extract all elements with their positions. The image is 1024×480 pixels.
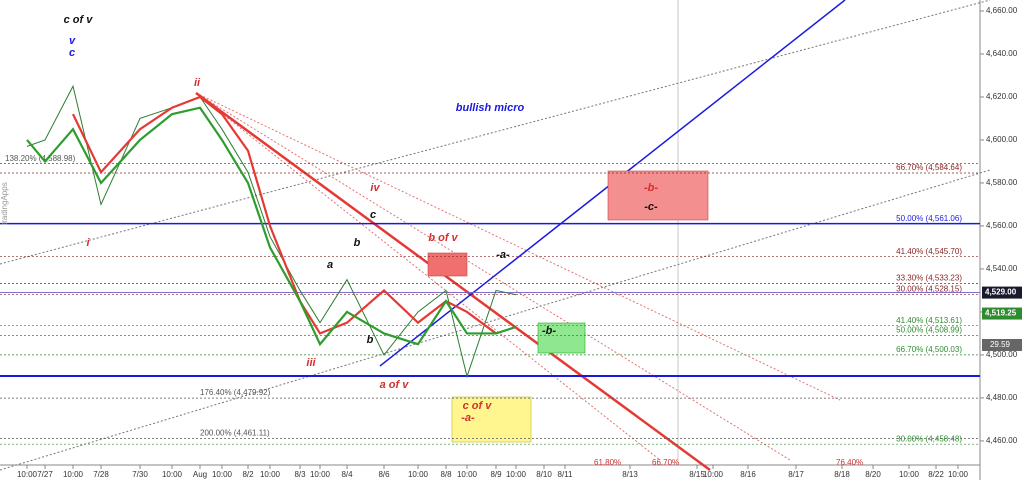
level-label: 41.40% (4,545.70) — [896, 247, 962, 256]
level-label: 66.70% (4,500.03) — [896, 345, 962, 354]
x-tick-label: 10:00 — [162, 470, 183, 479]
x-tick-label: 10:00 — [310, 470, 331, 479]
y-tick-label: 4,540.00 — [986, 264, 1018, 273]
x-tick-label: 8/17 — [788, 470, 804, 479]
x-tick-label: 10:00 — [457, 470, 478, 479]
annotation: b — [354, 237, 361, 249]
y-tick-label: 4,660.00 — [986, 6, 1018, 15]
level-label: 30.00% (4,458.48) — [896, 434, 962, 443]
level-label: 50.00% (4,561.06) — [896, 214, 962, 223]
annotation: c of v — [463, 400, 493, 412]
price-tag-label: 4,519.25 — [985, 309, 1017, 318]
annotation: -b- — [542, 325, 556, 337]
x-tick-label: 8/18 — [834, 470, 850, 479]
x-tick-label: 10:00 — [17, 470, 38, 479]
annotation: -b- — [644, 182, 658, 194]
annotation: -c- — [644, 201, 658, 213]
x-tick-label: 10:00 — [703, 470, 724, 479]
level-label: 66.70% (4,584.64) — [896, 163, 962, 172]
x-tick-label: 8/16 — [740, 470, 756, 479]
x-tick-label: 7/30 — [132, 470, 148, 479]
price-tag-label: 4,529.00 — [985, 288, 1017, 297]
annotation: c — [69, 47, 75, 59]
level-label: 200.00% (4,461.11) — [200, 429, 270, 438]
x-tick-label: 8/20 — [865, 470, 881, 479]
x-tick-label: 8/3 — [294, 470, 306, 479]
x-tick-label: 8/8 — [440, 470, 452, 479]
annotation: -a- — [461, 412, 475, 424]
x-tick-label: 10:00 — [63, 470, 84, 479]
x-tick-label: 7/28 — [93, 470, 109, 479]
x-tick-label: 10:00 — [408, 470, 429, 479]
x-tick-label: 10:00 — [948, 470, 969, 479]
level-label: 41.40% (4,513.61) — [896, 316, 962, 325]
annotation: v — [69, 35, 76, 47]
chart-title: bullish micro — [456, 102, 525, 114]
x-tick-label: 8/13 — [622, 470, 638, 479]
annotation: i — [86, 237, 90, 249]
annotation: iii — [306, 357, 316, 369]
series-line — [26, 106, 517, 347]
price-tag — [982, 286, 1022, 299]
y-tick-label: 4,560.00 — [986, 221, 1018, 230]
x-tick-label: 8/11 — [558, 470, 574, 479]
annotation: c of v — [64, 14, 94, 26]
y-tick-label: 4,460.00 — [986, 436, 1018, 445]
y-tick-label: 4,600.00 — [986, 135, 1018, 144]
x-tick-label: 10:00 — [899, 470, 920, 479]
x-tick-label: 7/27 — [37, 470, 53, 479]
x-tick-label: Aug — [193, 470, 207, 479]
x-tick-label: 8/9 — [490, 470, 502, 479]
level-label: 176.40% (4,479.92) — [200, 388, 271, 397]
x-tick-label: 8/15 — [689, 470, 705, 479]
annotation: 66.70% — [652, 458, 679, 467]
y-tick-label: 4,580.00 — [986, 178, 1018, 187]
annotation: a — [327, 259, 333, 271]
x-tick-label: 10:00 — [212, 470, 233, 479]
annotation: b — [367, 334, 374, 346]
y-tick-label: 4,500.00 — [986, 350, 1018, 359]
y-tick-label: 4,640.00 — [986, 49, 1018, 58]
x-tick-label: 8/22 — [928, 470, 944, 479]
annotation: b of v — [428, 232, 458, 244]
series-line — [26, 84, 517, 379]
annotation: 76.40% — [836, 458, 863, 467]
annotation: iv — [370, 182, 380, 194]
annotation: 61.80% — [594, 458, 621, 467]
x-tick-label: 8/10 — [536, 470, 552, 479]
y-tick-label: 4,620.00 — [986, 92, 1018, 101]
x-tick-label: 8/4 — [341, 470, 353, 479]
series-line — [72, 95, 497, 335]
annotation: ii — [194, 77, 201, 89]
level-label: 138.20% (4,588.98) — [5, 154, 76, 163]
x-tick-label: 8/6 — [378, 470, 390, 479]
annotation: tradingApps — [0, 182, 9, 225]
annotation: a of v — [380, 379, 410, 391]
price-tag — [982, 307, 1022, 320]
annotation: 29.59 — [990, 340, 1011, 349]
x-tick-label: 10:00 — [260, 470, 281, 479]
level-label: 33.30% (4,533.23) — [896, 274, 962, 283]
x-tick-label: 8/2 — [242, 470, 254, 479]
annotation: c — [370, 209, 376, 221]
level-label: 30.00% (4,528.15) — [896, 285, 962, 294]
level-label: 50.00% (4,508.99) — [896, 326, 962, 335]
y-tick-label: 4,480.00 — [986, 393, 1018, 402]
x-tick-label: 10:00 — [506, 470, 527, 479]
annotation: -a- — [496, 249, 510, 261]
